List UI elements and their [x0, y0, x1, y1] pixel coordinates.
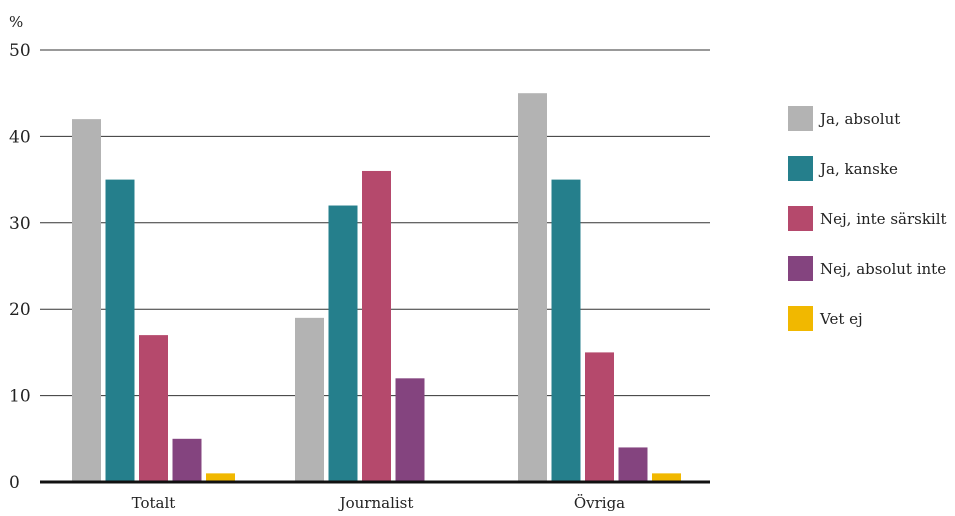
legend: Ja, absolut Ja, kanske Nej, inte särskilt N…	[788, 106, 947, 331]
bar	[206, 473, 235, 482]
bar	[551, 179, 581, 482]
legend-swatch	[788, 306, 813, 331]
bar	[328, 205, 358, 482]
bar	[172, 438, 202, 482]
y-tick-label: 0	[9, 473, 20, 493]
x-category-label: Journalist	[338, 494, 414, 512]
bar	[295, 317, 324, 482]
y-tick-label: 10	[9, 387, 31, 407]
legend-swatch	[788, 156, 813, 181]
bar	[395, 378, 425, 482]
legend-label: Ja, kanske	[818, 160, 898, 178]
bar	[105, 179, 135, 482]
bar	[585, 352, 614, 482]
legend-swatch	[788, 206, 813, 231]
y-tick-label: 50	[9, 41, 31, 61]
legend-swatch	[788, 106, 813, 131]
legend-swatch	[788, 256, 813, 281]
y-unit-label: %	[9, 13, 23, 31]
x-axis-labels: Totalt Journalist Övriga	[132, 494, 626, 512]
bar	[618, 447, 648, 482]
bar	[362, 170, 391, 482]
y-tick-label: 40	[9, 127, 31, 147]
legend-label: Vet ej	[819, 310, 863, 328]
bar	[518, 93, 547, 482]
bar	[652, 473, 681, 482]
bar	[72, 119, 101, 483]
x-category-label: Totalt	[132, 494, 176, 512]
legend-label: Ja, absolut	[818, 110, 900, 128]
legend-label: Nej, absolut inte	[820, 260, 946, 278]
y-tick-label: 30	[9, 214, 31, 234]
legend-label: Nej, inte särskilt	[820, 210, 947, 228]
bars	[72, 93, 681, 483]
y-tick-label: 20	[9, 300, 31, 320]
y-axis-ticks: 0 10 20 30 40 50	[9, 41, 31, 493]
x-category-label: Övriga	[574, 494, 625, 512]
bar	[139, 335, 168, 482]
